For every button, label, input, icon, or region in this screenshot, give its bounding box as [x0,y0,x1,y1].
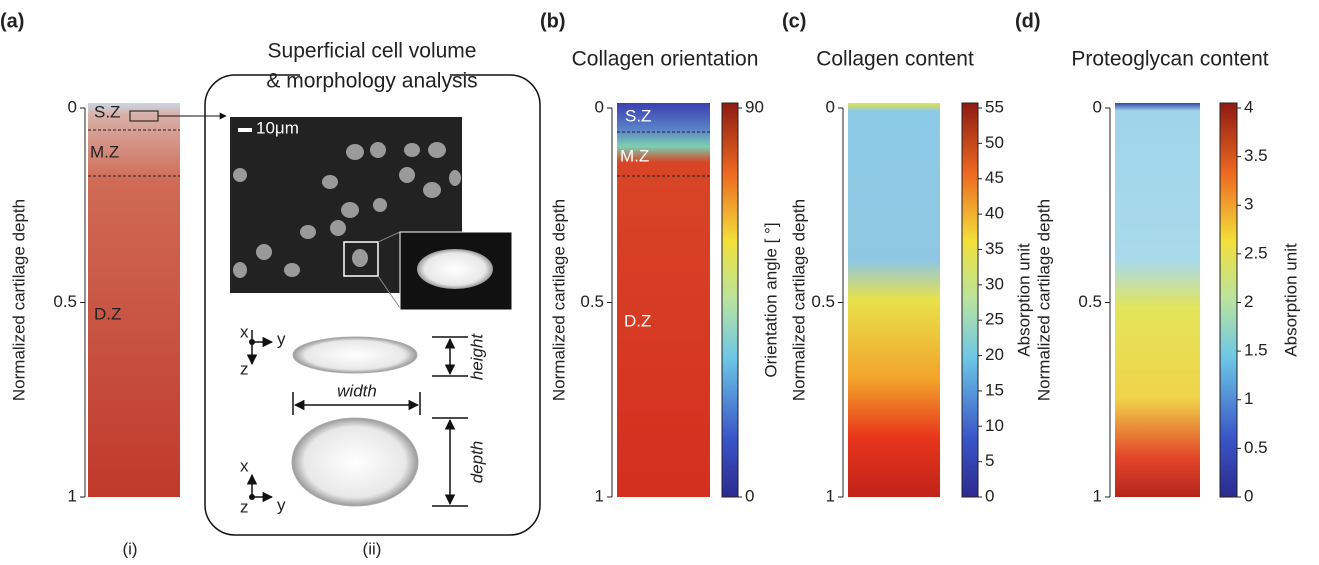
panel-title: Collagen orientation [572,48,759,71]
y-axis: 00.51 [580,97,612,505]
colorbar-tick-label: 5 [985,451,994,470]
sub-label: (i) [122,539,137,558]
colorbar-tick-label: 90 [745,97,764,116]
y-tick-label: 0 [68,97,77,116]
colorbar-tick-label: 0 [745,486,754,505]
y-axis-label: Normalized cartilage depth [1034,199,1053,401]
axis-letter: x [240,456,249,475]
y-tick-label: 1 [68,486,77,505]
figure: (a) S.Z M.Z D.Z Normalized cartilage dep… [0,0,1319,565]
zone-label: D.Z [94,304,121,323]
axis-letter: y [277,329,286,348]
y-axis-label: Normalized cartilage depth [789,199,808,401]
colorbar-tick-label: 4 [1244,97,1253,116]
panel-label: (d) [1015,10,1041,32]
dimension-label: width [337,381,377,400]
y-tick-label: 0.5 [811,292,835,311]
colorbar-tick-label: 0.5 [1244,438,1268,457]
zone-label: M.Z [90,142,119,161]
colorbar-tick-label: 2 [1244,292,1253,311]
y-tick-label: 1 [1093,486,1102,505]
colorbar-tick-label: 3 [1244,195,1253,214]
colorbar-label: Orientation angle [ °] [761,222,780,377]
colorbar-axis: 0 5 10 15 20 25 30 35 40 45 50 55 [978,97,1004,505]
colorbar-tick-label: 15 [985,380,1004,399]
colorbar-axis: 0 90 [738,97,764,505]
colorbar-tick-label: 50 [985,133,1004,152]
y-tick-label: 0 [595,97,604,116]
colorbar-tick-label: 1 [1244,389,1253,408]
axis-letter: y [277,495,286,514]
cell-side [293,337,417,373]
cell-top [292,418,418,506]
colorbar-label: Absorption unit [1014,243,1033,357]
colorbar-tick-label: 40 [985,204,1004,223]
dimension-label: height [467,333,486,381]
panel-label: (a) [0,10,24,32]
colorbar-axis: 0 0.5 1 1.5 2 2.5 3 3.5 4 [1237,97,1268,505]
colorbar-tick-label: 3.5 [1244,146,1268,165]
colorbar [962,103,978,497]
axis-letter: x [240,322,249,341]
panel-title: Proteoglycan content [1071,48,1268,71]
colorbar-tick-label: 0 [985,486,994,505]
y-tick-label: 1 [826,486,835,505]
y-tick-label: 0.5 [53,292,77,311]
colorbar-tick-label: 0 [1244,486,1253,505]
colorbar-tick-label: 10 [985,416,1004,435]
collagen-map [848,103,940,497]
y-axis: 00.51 [811,97,843,505]
zone-label: M.Z [620,146,649,165]
proteoglycan-map [1115,103,1200,497]
histology-image [88,103,180,497]
colorbar-tick-label: 30 [985,274,1004,293]
colorbar-tick-label: 55 [985,97,1004,116]
y-tick-label: 0 [826,97,835,116]
colorbar-tick-label: 2.5 [1244,243,1268,262]
sub-label: (ii) [363,539,382,558]
axis-origin [249,494,255,500]
y-tick-label: 1 [595,486,604,505]
y-axis: 00.51 [1078,97,1110,505]
colorbar-tick-label: 20 [985,345,1004,364]
y-tick-label: 0.5 [1078,292,1102,311]
colorbar-tick-label: 1.5 [1244,341,1268,360]
y-axis-label: Normalized cartilage depth [9,199,28,401]
zone-label: S.Z [625,106,651,125]
box-title: Superficial cell volume [268,40,477,63]
axis-icons [252,330,272,497]
y-tick-label: 0.5 [580,292,604,311]
box-title: & morphology analysis [266,70,477,93]
y-tick-label: 0 [1093,97,1102,116]
panel-title: Collagen content [816,48,974,71]
colorbar-tick-label: 25 [985,310,1004,329]
colorbar [722,103,738,497]
axis-letter: z [240,359,249,378]
colorbar [1220,103,1237,497]
cell-render [417,249,493,289]
zone-label: D.Z [624,311,651,330]
colorbar-tick-label: 35 [985,239,1004,258]
axis-letter: z [240,497,249,516]
y-axis: 00.51 [53,97,85,505]
zone-label: S.Z [94,102,120,121]
axis-origin [249,339,255,345]
y-axis-label: Normalized cartilage depth [549,199,568,401]
panel-label: (c) [782,10,806,32]
panel-label: (b) [540,10,566,32]
scale-label: 10μm [256,118,299,137]
scale-bar [238,128,252,132]
colorbar-label: Absorption unit [1281,243,1300,357]
dimension-label: depth [467,441,486,484]
colorbar-tick-label: 45 [985,168,1004,187]
